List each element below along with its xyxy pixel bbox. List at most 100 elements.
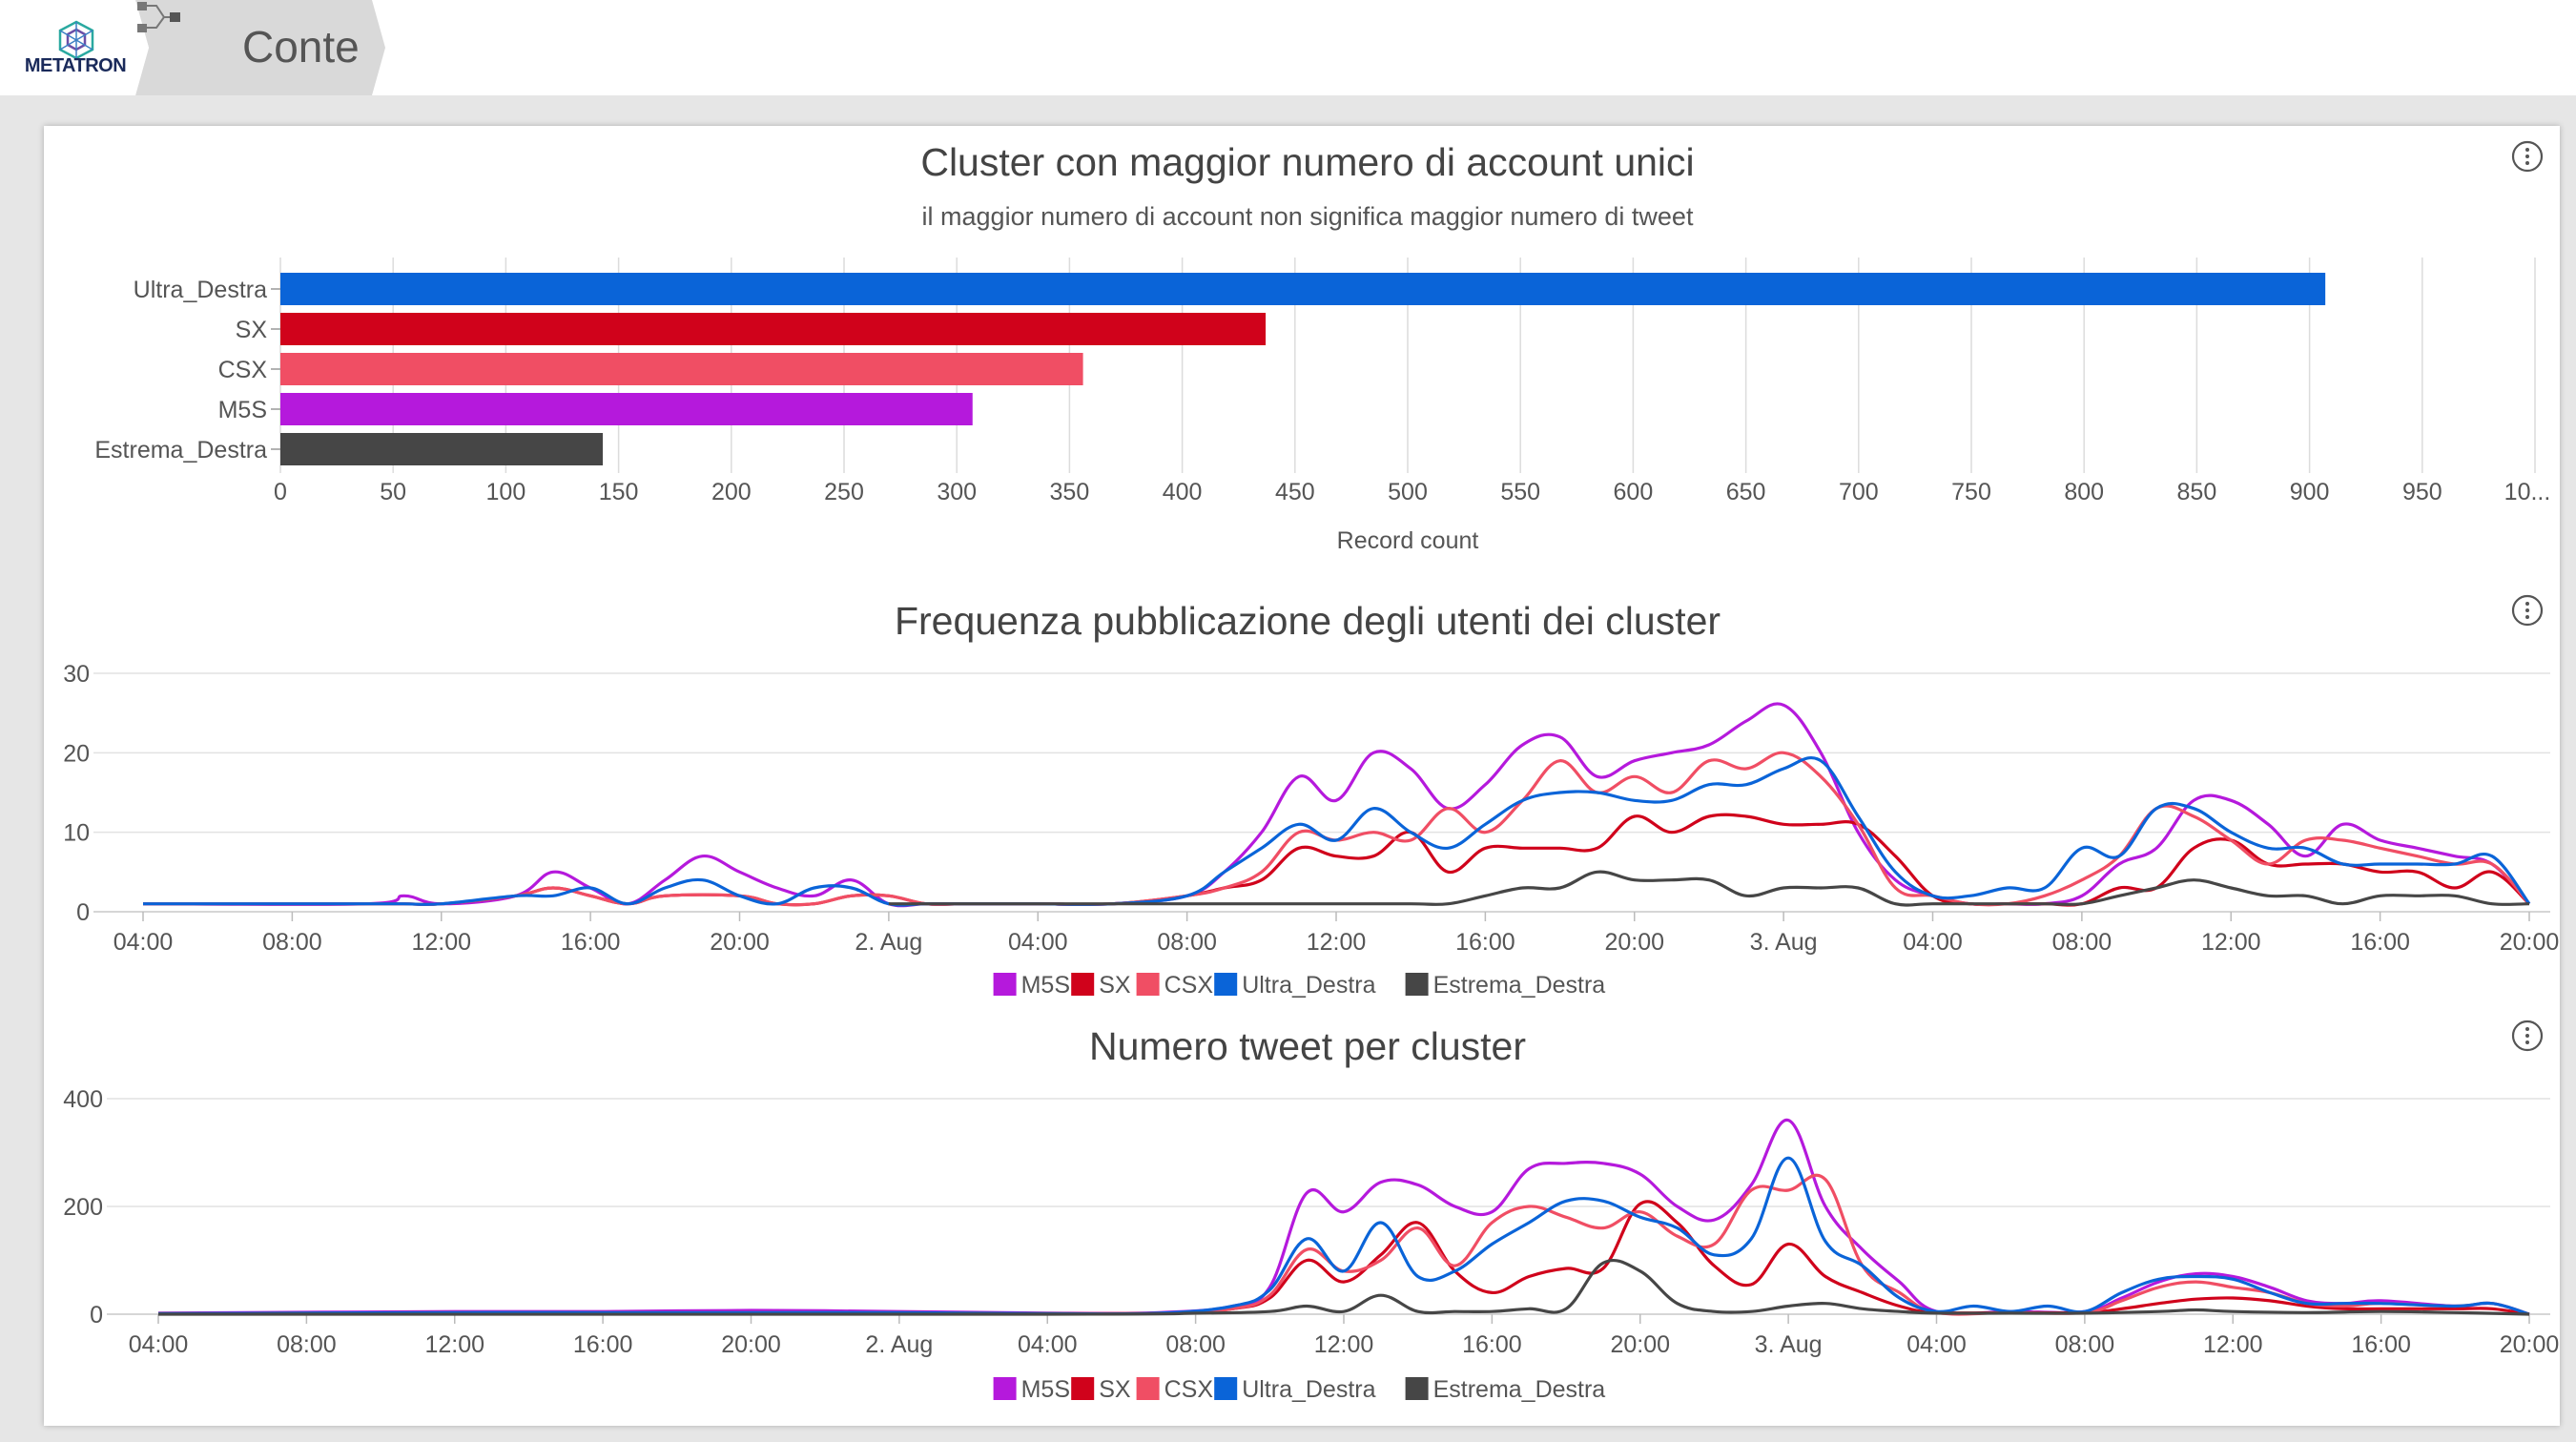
x-tick-label: 2. Aug xyxy=(865,1331,933,1358)
legend-swatch xyxy=(1405,973,1429,996)
y-tick-label: 20 xyxy=(63,740,90,767)
x-tick-label: 12:00 xyxy=(1307,929,1367,956)
more-options-icon[interactable] xyxy=(2511,1020,2544,1052)
legend-label: M5S xyxy=(1021,972,1070,999)
x-tick-label: 08:00 xyxy=(1165,1331,1226,1358)
x-tick-label: 750 xyxy=(1951,479,1991,505)
series-line-sx xyxy=(157,1200,2530,1316)
legend-swatch xyxy=(1071,1377,1095,1400)
x-tick-label: 04:00 xyxy=(1008,929,1068,956)
x-tick-label: 200 xyxy=(711,479,752,505)
x-tick-label: 16:00 xyxy=(573,1331,633,1358)
x-tick-label: 08:00 xyxy=(277,1331,337,1358)
x-tick-label: 08:00 xyxy=(1157,929,1217,956)
breadcrumb[interactable]: Conte xyxy=(135,0,393,95)
top-bar: METATRON Conte xyxy=(0,0,2576,95)
x-tick-label: 150 xyxy=(599,479,639,505)
legend-swatch xyxy=(1405,1377,1429,1400)
x-tick-label: 550 xyxy=(1500,479,1540,505)
series-line-csx xyxy=(157,1173,2530,1316)
x-tick-label: 400 xyxy=(1163,479,1203,505)
legend-swatch xyxy=(1214,1377,1238,1400)
charts-canvas: Cluster con maggior numero di account un… xyxy=(63,140,2560,1403)
bars xyxy=(280,273,2326,465)
x-tick-label: 3. Aug xyxy=(1755,1331,1823,1358)
app-logo[interactable]: METATRON xyxy=(0,0,143,95)
x-tick-label: 08:00 xyxy=(262,929,322,956)
series-line-csx xyxy=(142,751,2531,907)
legend-label: Ultra_Destra xyxy=(1242,972,1375,999)
x-tick-label: 16:00 xyxy=(1455,929,1515,956)
x-tick-label: 950 xyxy=(2402,479,2442,505)
x-tick-label: 12:00 xyxy=(1314,1331,1374,1358)
series-line-m5s xyxy=(142,702,2531,908)
x-tick-label: 20:00 xyxy=(721,1331,781,1358)
series-lines xyxy=(142,702,2531,908)
x-tick-label: 08:00 xyxy=(2055,1331,2115,1358)
legend-swatch xyxy=(1214,973,1238,996)
bar-chart-accounts: Cluster con maggior numero di account un… xyxy=(94,140,2550,554)
y-tick-label: 200 xyxy=(63,1194,103,1221)
more-options-icon[interactable] xyxy=(2511,594,2544,627)
bar-sx xyxy=(280,313,1267,345)
x-tick-label: 16:00 xyxy=(2351,1331,2411,1358)
metatron-logo-icon xyxy=(58,20,94,60)
series-line-ultra-destra xyxy=(142,755,2531,907)
y-tick-label: 10 xyxy=(63,820,90,847)
x-tick-label: 3. Aug xyxy=(1750,929,1818,956)
series-line-estrema-destra xyxy=(888,870,2530,907)
y-tick-label: 0 xyxy=(76,899,90,926)
x-tick-label: 0 xyxy=(274,479,287,505)
series-line-ultra-destra xyxy=(157,1156,2530,1316)
legend-label: SX xyxy=(1099,1376,1131,1403)
x-tick-label: 16:00 xyxy=(1462,1331,1522,1358)
x-tick-label: 04:00 xyxy=(129,1331,189,1358)
x-tick-label: 650 xyxy=(1726,479,1766,505)
x-tick-label: 04:00 xyxy=(113,929,174,956)
more-options-icon[interactable] xyxy=(2511,140,2544,173)
x-tick-label: 100 xyxy=(486,479,526,505)
x-tick-label: 350 xyxy=(1050,479,1090,505)
dashboard-panel: Cluster con maggior numero di account un… xyxy=(44,126,2560,1426)
x-tick-label: 300 xyxy=(937,479,977,505)
x-tick-label: 450 xyxy=(1275,479,1315,505)
legend-swatch xyxy=(993,973,1017,996)
x-axis-labels: 04:00 08:00 12:00 16:00 20:00 2. Aug 04:00 08:0… xyxy=(113,912,2559,956)
legend-label: Estrema_Destra xyxy=(1433,972,1606,999)
bar-csx xyxy=(280,353,1083,385)
x-tick-label: 16:00 xyxy=(561,929,621,956)
series-lines xyxy=(157,1118,2530,1316)
x-tick-label: 20:00 xyxy=(1604,929,1664,956)
y-tick-label: 30 xyxy=(63,661,90,688)
y-tick-label: Ultra_Destra xyxy=(134,277,267,303)
bar-m5s xyxy=(280,393,973,425)
legend-label: M5S xyxy=(1021,1376,1070,1403)
legend-label: Ultra_Destra xyxy=(1242,1376,1375,1403)
chart-title: Numero tweet per cluster xyxy=(1089,1024,1526,1068)
x-tick-label: 20:00 xyxy=(1610,1331,1670,1358)
legend-label: SX xyxy=(1099,972,1131,999)
bar-ultra-destra xyxy=(280,273,2326,305)
legend: M5S SX CSX Ultra_Destra Estrema_Destra xyxy=(993,972,1606,999)
x-tick-label: 16:00 xyxy=(2350,929,2410,956)
workbook-icon xyxy=(137,2,180,32)
x-tick-label: 04:00 xyxy=(1903,929,1963,956)
x-tick-label: 500 xyxy=(1388,479,1428,505)
x-tick-label: 250 xyxy=(824,479,864,505)
legend-swatch xyxy=(1136,973,1160,996)
x-tick-label: 12:00 xyxy=(424,1331,484,1358)
legend-label: CSX xyxy=(1164,1376,1214,1403)
line-chart-frequency: Frequenza pubblicazione degli utenti dei… xyxy=(63,599,2559,999)
breadcrumb-label: Conte xyxy=(242,22,360,72)
x-axis-labels: 04:00 08:00 12:00 16:00 20:00 2. Aug 04:00 08:0… xyxy=(129,1314,2560,1358)
x-axis-labels: 0 50 100 150 200 250 300 350 400 450 500 550 600 650 7… xyxy=(274,479,2550,505)
chart-title: Frequenza pubblicazione degli utenti dei… xyxy=(895,599,1721,643)
x-tick-label: 20:00 xyxy=(2500,1331,2560,1358)
legend-label: Estrema_Destra xyxy=(1433,1376,1606,1403)
legend-swatch xyxy=(993,1377,1017,1400)
x-tick-label: 04:00 xyxy=(1018,1331,1078,1358)
x-tick-label: 12:00 xyxy=(2203,1331,2263,1358)
x-tick-label: 12:00 xyxy=(2201,929,2261,956)
y-tick-label: 400 xyxy=(63,1086,103,1113)
bar-estrema-destra xyxy=(280,433,604,465)
